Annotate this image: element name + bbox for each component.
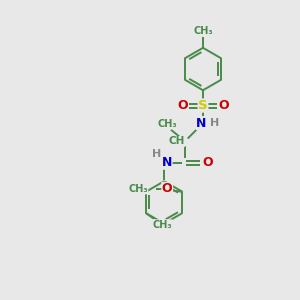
Text: CH₃: CH₃ — [157, 119, 177, 129]
Text: O: O — [162, 182, 172, 195]
Text: O: O — [202, 156, 213, 169]
Text: H: H — [152, 149, 161, 159]
Text: N: N — [196, 117, 207, 130]
Text: O: O — [177, 99, 188, 112]
Text: CH₃: CH₃ — [152, 220, 172, 230]
Text: N: N — [162, 156, 172, 169]
Text: CH₃: CH₃ — [128, 184, 148, 194]
Text: CH: CH — [168, 136, 185, 146]
Text: H: H — [210, 118, 219, 128]
Text: O: O — [218, 99, 229, 112]
Text: S: S — [198, 99, 208, 112]
Text: CH₃: CH₃ — [193, 26, 213, 36]
